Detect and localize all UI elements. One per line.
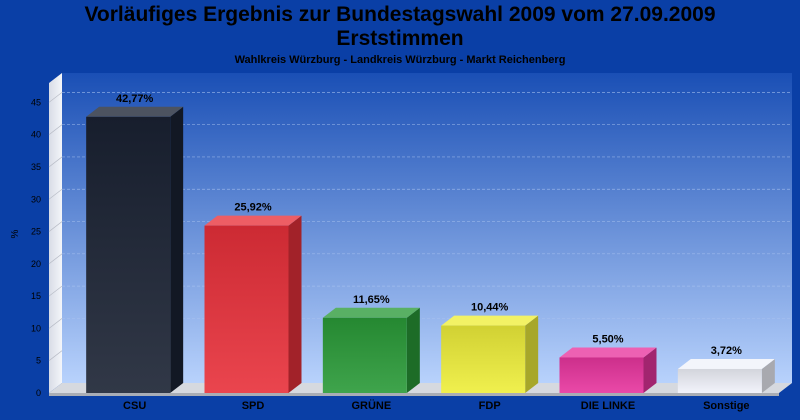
bar-side-1: [288, 215, 302, 393]
gridline-wall-1: [48, 350, 63, 361]
bar-top-2: [322, 307, 420, 318]
gridline-wall-4: [48, 253, 63, 265]
data-label-1: 25,92%: [234, 202, 272, 214]
plot-floor-front: [49, 393, 779, 396]
data-label-4: 5,50%: [592, 333, 623, 345]
chart-title-line-1: Vorläufiges Ergebnis zur Bundestagswahl …: [84, 3, 716, 26]
x-tick-label-4: DIE LINKE: [581, 400, 635, 412]
bar-front-2: [322, 317, 407, 393]
y-tick-label-9: 45: [31, 97, 41, 107]
x-tick-label-0: CSU: [123, 400, 146, 412]
gridline-wall-5: [48, 221, 63, 232]
gridline-wall-7: [48, 156, 63, 168]
y-tick-label-8: 40: [31, 130, 41, 140]
x-tick-label-2: GRÜNE: [351, 399, 391, 412]
chart-subtitle: Wahlkreis Würzburg - Landkreis Würzburg …: [234, 54, 566, 66]
bar-front-4: [559, 357, 644, 393]
bar-top-1: [204, 215, 302, 226]
bar-front-0: [86, 116, 171, 393]
y-tick-label-1: 5: [36, 356, 41, 366]
bar-side-5: [761, 358, 775, 393]
gridline-wall-9: [48, 92, 63, 103]
bar-side-3: [525, 315, 539, 393]
data-label-5: 3,72%: [711, 345, 742, 357]
y-tick-label-2: 10: [31, 323, 41, 333]
y-tick-label-0: 0: [36, 388, 41, 398]
gridline-wall-8: [48, 124, 63, 135]
bar-front-1: [204, 225, 289, 393]
x-tick-label-3: FDP: [479, 400, 501, 412]
data-label-2: 11,65%: [353, 294, 390, 306]
bar-3: [441, 315, 539, 393]
grid: [48, 92, 792, 361]
y-axis-label: %: [10, 229, 21, 238]
y-tick-label-7: 35: [31, 162, 41, 172]
bar-1: [204, 215, 302, 393]
y-tick-label-4: 20: [31, 259, 41, 269]
chart-title-line-2: Erststimmen: [336, 27, 464, 50]
y-tick-label-3: 15: [31, 291, 41, 301]
bar-4: [559, 347, 657, 393]
bar-2: [322, 307, 420, 393]
bar-5: [677, 358, 775, 393]
data-label-0: 42,77%: [116, 93, 154, 105]
bars: [86, 106, 775, 393]
gridline-wall-6: [48, 188, 63, 200]
bar-0: [86, 106, 184, 393]
bar-top-5: [677, 358, 775, 369]
bar-side-4: [643, 347, 657, 393]
x-tick-label-1: SPD: [242, 400, 265, 412]
bar-side-0: [170, 106, 184, 393]
bar-side-2: [406, 307, 420, 393]
y-tick-label-5: 25: [31, 227, 41, 237]
bar-top-4: [559, 347, 657, 358]
x-tick-label-5: Sonstige: [703, 400, 749, 412]
bar-front-5: [677, 368, 762, 393]
bar-front-3: [441, 325, 526, 393]
data-label-3: 10,44%: [471, 302, 509, 314]
y-tick-label-6: 30: [31, 194, 41, 204]
gridline-wall-3: [48, 285, 63, 297]
labels: 0 5 10 15 20 25 30 35 40 45 42,77% CSU 25,92% SPD 11,6…: [31, 93, 750, 412]
bar-top-3: [441, 315, 539, 326]
bar-top-0: [86, 106, 184, 117]
gridline-wall-2: [48, 318, 63, 329]
plot-left-wall: [49, 73, 62, 393]
